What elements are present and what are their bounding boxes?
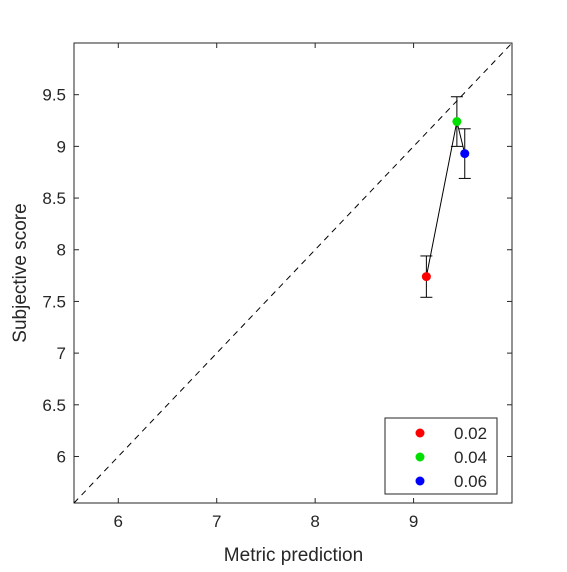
x-tick-label: 9 bbox=[409, 512, 418, 531]
data-point bbox=[421, 272, 431, 282]
y-tick-label: 7 bbox=[57, 344, 66, 363]
y-axis-label: Subjective score bbox=[10, 203, 31, 342]
y-tick-label: 7.5 bbox=[42, 292, 66, 311]
plot-group: 6 7 8 9 6 6.5 7 7.5 8 8.5 9 9.5 0.02 0.04 0.06 bbox=[42, 42, 513, 531]
legend-marker bbox=[415, 428, 425, 438]
y-tick-label: 6 bbox=[57, 447, 66, 466]
y-tick-label: 9.5 bbox=[42, 86, 66, 105]
legend-label: 0.02 bbox=[454, 424, 487, 443]
data-point bbox=[452, 117, 462, 127]
legend-marker bbox=[415, 452, 425, 462]
y-tick-label: 8.5 bbox=[42, 189, 66, 208]
y-tick-label: 6.5 bbox=[42, 396, 66, 415]
x-tick-label: 7 bbox=[212, 512, 221, 531]
x-axis-label: Metric prediction bbox=[224, 545, 363, 566]
x-tick-label: 8 bbox=[310, 512, 319, 531]
legend-box bbox=[384, 417, 498, 495]
legend-label: 0.06 bbox=[454, 472, 487, 491]
y-tick-label: 9 bbox=[57, 137, 66, 156]
identity-reference-line bbox=[73, 42, 513, 504]
x-tick-label: 6 bbox=[114, 512, 123, 531]
legend-marker bbox=[415, 476, 425, 486]
y-tick-label: 8 bbox=[57, 241, 66, 260]
legend-label: 0.04 bbox=[454, 448, 487, 467]
data-point bbox=[460, 149, 470, 159]
